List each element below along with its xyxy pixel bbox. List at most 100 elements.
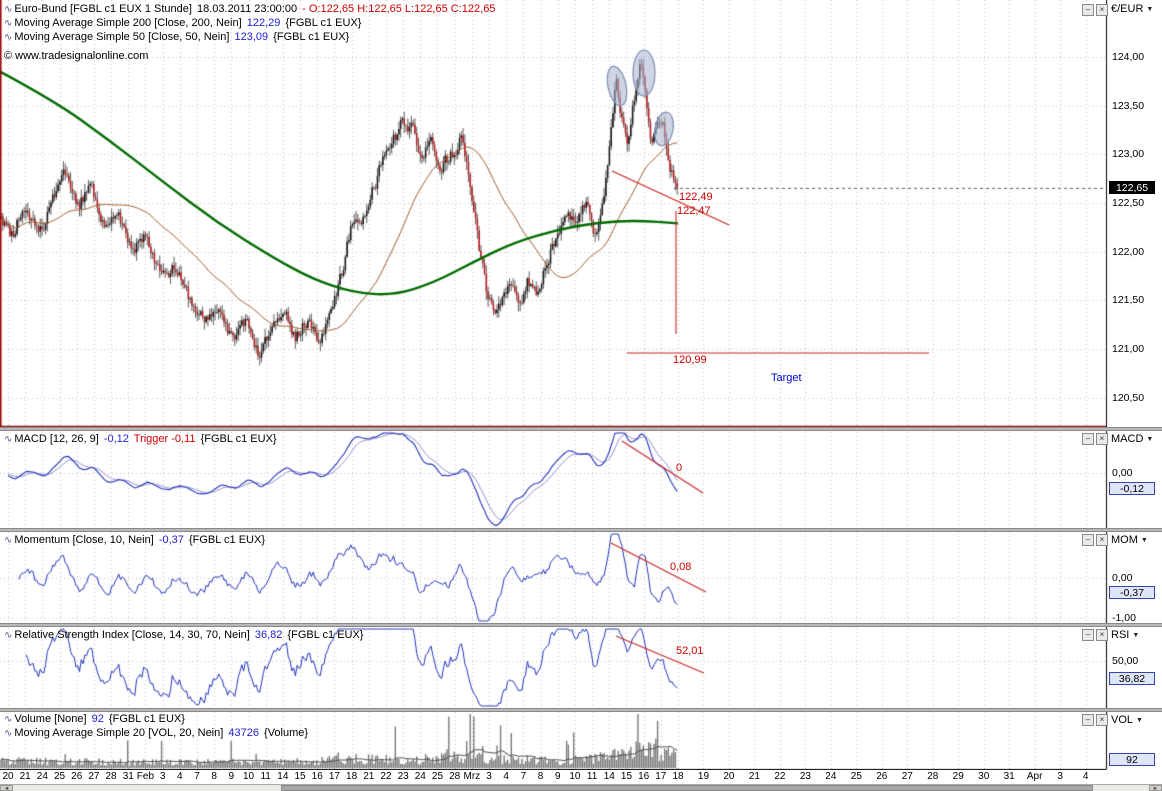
axis-unit-label: MOM <box>1111 534 1138 546</box>
price-axis-tick: 123,00 <box>1112 148 1145 161</box>
ma200-label: Moving Average Simple 200 [Close, 200, N… <box>14 17 242 29</box>
panel-minimize-button[interactable]: – <box>1082 714 1094 726</box>
rsi-squiggle-icon: ∿ <box>4 630 13 641</box>
price-axis-tick: 121,00 <box>1112 342 1145 355</box>
volume-header: ∿ Volume [None] 92 {FGBL c1 EUX} <box>4 713 187 725</box>
ma200-squiggle-icon: ∿ <box>4 18 13 29</box>
momentum-value: -0,37 <box>158 534 184 546</box>
copyright-line: © www.tradesignalonline.com <box>4 50 150 62</box>
x-axis-label: 28 <box>927 771 939 782</box>
x-axis-label: 8 <box>211 771 217 782</box>
x-axis-label: 15 <box>620 771 633 782</box>
panel-minimize-button[interactable]: – <box>1082 4 1094 16</box>
x-axis-label: 26 <box>71 771 83 782</box>
volume-value-badge: 92 <box>1109 753 1155 766</box>
scroll-right-button[interactable]: ► <box>1149 785 1162 791</box>
scroll-left-button[interactable]: ◄ <box>0 785 13 791</box>
macd-header: ∿ MACD [12, 26, 9] -0,12 Trigger -0,11 {F… <box>4 433 279 445</box>
x-axis-label: 9 <box>228 771 235 782</box>
x-axis-label: 30 <box>978 771 990 782</box>
rsi-value-badge: 36,82 <box>1109 672 1155 685</box>
x-axis-label: Feb <box>136 771 155 782</box>
x-axis-label: 26 <box>876 771 888 782</box>
annotation-label[interactable]: Target <box>771 372 802 384</box>
momentum-axis-dropdown[interactable]: MOM ▼ <box>1111 534 1148 546</box>
annotation-label[interactable]: 52,01 <box>676 645 704 657</box>
price-axis-unit-dropdown[interactable]: €/EUR ▼ <box>1111 3 1153 15</box>
x-axis-label: 21 <box>19 771 31 782</box>
panel-splitter[interactable] <box>0 708 1162 712</box>
x-axis-label: 3 <box>1057 771 1063 782</box>
ma50-scope: {FGBL c1 EUX} <box>273 31 350 43</box>
scrollbar-track[interactable] <box>13 785 1149 791</box>
x-axis-label: 24 <box>36 771 48 782</box>
annotation-label[interactable]: 122,49 <box>679 191 713 203</box>
rsi-axis-tick: 50,00 <box>1112 655 1139 667</box>
chart-canvas[interactable] <box>0 0 1108 770</box>
x-axis-label: 23 <box>397 771 409 782</box>
momentum-label: Momentum [Close, 10, Nein] <box>14 534 154 546</box>
x-axis-label: 9 <box>554 771 561 782</box>
annotation-label[interactable]: 0 <box>676 462 683 474</box>
bar-datetime: 18.03.2011 23:00:00 <box>196 3 298 15</box>
ma200-header: ∿ Moving Average Simple 200 [Close, 200, … <box>4 17 363 29</box>
volume-ma-squiggle-icon: ∿ <box>4 728 13 739</box>
momentum-value-badge: -0,37 <box>1109 586 1155 599</box>
volume-ma-scope: {Volume} <box>264 727 309 739</box>
panel-splitter[interactable] <box>0 427 1162 431</box>
dropdown-icon: ▼ <box>1132 631 1140 639</box>
macd-trigger: Trigger -0,11 <box>133 433 196 445</box>
x-axis-label: 25 <box>431 771 444 782</box>
panel-close-button[interactable]: × <box>1096 629 1108 641</box>
momentum-axis-tick: -1,00 <box>1112 612 1136 624</box>
x-axis-label: 11 <box>586 771 598 782</box>
panel-splitter[interactable] <box>0 623 1162 627</box>
x-axis-label: 20 <box>723 771 735 782</box>
x-axis-label: 19 <box>697 771 710 782</box>
x-axis-label: 3 <box>486 771 492 782</box>
dropdown-icon: ▼ <box>1136 716 1143 724</box>
panel-close-button[interactable]: × <box>1096 714 1108 726</box>
ma200-value: 122,29 <box>246 17 281 29</box>
x-axis-label: 21 <box>748 771 760 782</box>
ma50-squiggle-icon: ∿ <box>4 32 13 43</box>
rsi-value: 36,82 <box>254 629 283 641</box>
rsi-header: ∿ Relative Strength Index [Close, 14, 30,… <box>4 629 366 641</box>
momentum-header: ∿ Momentum [Close, 10, Nein] -0,37 {FGBL … <box>4 534 267 546</box>
last-price-badge: 122,65 <box>1109 181 1155 194</box>
x-axis-label: 15 <box>294 771 306 782</box>
momentum-squiggle-icon: ∿ <box>4 535 13 546</box>
panel-splitter[interactable] <box>0 528 1162 532</box>
x-axis-label: 29 <box>952 771 964 782</box>
panel-close-button[interactable]: × <box>1096 4 1108 16</box>
x-axis-label: 27 <box>88 771 100 782</box>
x-axis-label: 20 <box>2 771 14 782</box>
volume-ma-label: Moving Average Simple 20 [VOL, 20, Nein] <box>14 727 224 739</box>
annotation-label[interactable]: 0,08 <box>670 561 692 573</box>
panel-minimize-button[interactable]: – <box>1082 534 1094 546</box>
panel-close-button[interactable]: × <box>1096 433 1108 445</box>
volume-axis-dropdown[interactable]: VOL ▼ <box>1111 714 1143 726</box>
rsi-axis-dropdown[interactable]: RSI ▼ <box>1111 629 1139 641</box>
macd-axis-dropdown[interactable]: MACD ▼ <box>1111 433 1153 445</box>
annotation-label[interactable]: 122,47 <box>677 205 711 217</box>
axis-unit-label: MACD <box>1111 433 1144 445</box>
axis-unit-label: RSI <box>1111 629 1130 641</box>
scrollbar-thumb[interactable] <box>281 785 1093 791</box>
macd-value-badge: -0,12 <box>1109 482 1155 495</box>
x-axis-label: 17 <box>655 771 667 782</box>
horizontal-scrollbar[interactable]: ◄ ► <box>0 784 1162 791</box>
price-axis-tick: 122,50 <box>1112 196 1145 209</box>
price-axis-tick: 123,50 <box>1112 99 1145 112</box>
x-axis-label: 27 <box>901 771 913 782</box>
x-axis-label: 11 <box>260 771 271 782</box>
annotation-label[interactable]: 120,99 <box>673 354 707 366</box>
panel-close-button[interactable]: × <box>1096 534 1108 546</box>
x-axis-label: 3 <box>159 771 166 782</box>
x-axis-label: 4 <box>503 771 509 782</box>
x-axis-label: 25 <box>850 771 862 782</box>
panel-minimize-button[interactable]: – <box>1082 629 1094 641</box>
macd-axis-tick: 0,00 <box>1112 467 1133 479</box>
panel-minimize-button[interactable]: – <box>1082 433 1094 445</box>
rsi-scope: {FGBL c1 EUX} <box>287 629 364 641</box>
